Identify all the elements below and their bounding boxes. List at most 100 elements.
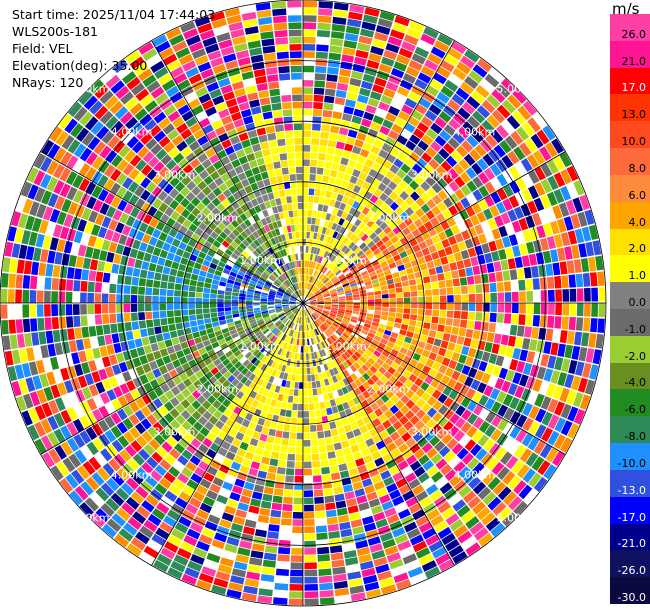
velocity-gate xyxy=(288,29,302,37)
velocity-gate xyxy=(313,288,319,294)
velocity-gate xyxy=(303,0,318,8)
velocity-gate xyxy=(310,300,317,302)
velocity-gate xyxy=(467,115,481,129)
velocity-gate xyxy=(498,345,507,356)
velocity-gate xyxy=(329,290,337,294)
velocity-gate xyxy=(303,130,312,138)
velocity-gate xyxy=(483,208,493,220)
velocity-gate xyxy=(463,153,476,166)
velocity-gate xyxy=(363,260,371,267)
velocity-gate xyxy=(504,292,512,302)
velocity-gate xyxy=(590,272,598,287)
velocity-gate xyxy=(278,73,291,81)
range-ring-label: 5.00km xyxy=(497,83,539,96)
velocity-gate xyxy=(316,297,324,300)
velocity-gate xyxy=(310,268,314,276)
velocity-gate xyxy=(356,280,364,285)
velocity-gate xyxy=(350,224,358,233)
velocity-gate xyxy=(204,282,212,289)
velocity-gate xyxy=(310,145,319,153)
velocity-gate xyxy=(407,116,420,127)
velocity-gate xyxy=(450,41,467,55)
velocity-gate xyxy=(257,514,270,524)
velocity-gate xyxy=(289,36,302,44)
velocity-gate xyxy=(358,35,373,45)
velocity-gate xyxy=(346,431,355,440)
velocity-gate xyxy=(375,252,384,260)
velocity-gate xyxy=(402,313,410,320)
velocity-gate xyxy=(508,195,520,208)
velocity-gate xyxy=(282,174,290,182)
velocity-gate xyxy=(306,275,309,282)
velocity-gate xyxy=(349,122,360,132)
velocity-gate xyxy=(489,282,497,293)
velocity-gate xyxy=(319,590,334,598)
velocity-gate xyxy=(343,106,355,115)
velocity-gate xyxy=(340,157,349,166)
velocity-gate xyxy=(532,278,540,290)
velocity-gate xyxy=(355,178,365,187)
velocity-gate xyxy=(311,130,321,138)
velocity-gate xyxy=(375,155,385,166)
velocity-gate xyxy=(332,239,339,247)
velocity-gate xyxy=(280,518,292,526)
velocity-gate xyxy=(318,438,326,446)
velocity-gate xyxy=(528,185,539,200)
velocity-gate xyxy=(316,44,329,52)
velocity-gate xyxy=(138,312,146,321)
velocity-gate xyxy=(74,268,82,280)
velocity-gate xyxy=(297,411,303,418)
velocity-gate xyxy=(424,315,432,323)
velocity-gate xyxy=(47,343,56,357)
velocity-gate xyxy=(546,191,558,206)
velocity-gate xyxy=(431,205,442,216)
velocity-gate xyxy=(203,313,211,319)
velocity-gate xyxy=(413,218,423,228)
velocity-gate xyxy=(576,288,584,302)
velocity-gate xyxy=(417,72,432,84)
velocity-gate xyxy=(59,266,68,279)
velocity-gate xyxy=(484,342,493,353)
velocity-gate xyxy=(371,213,380,223)
velocity-gate xyxy=(393,158,404,169)
velocity-gate xyxy=(511,291,519,302)
velocity-gate xyxy=(303,267,305,275)
velocity-gate xyxy=(318,256,323,264)
velocity-gate xyxy=(557,343,566,357)
velocity-gate xyxy=(132,329,141,339)
velocity-gate xyxy=(136,346,146,357)
velocity-gate xyxy=(364,237,372,245)
velocity-gate xyxy=(304,569,318,577)
velocity-gate xyxy=(148,262,157,272)
velocity-gate xyxy=(418,169,430,180)
velocity-gate xyxy=(286,145,295,153)
velocity-gate xyxy=(382,265,390,272)
velocity-gate xyxy=(421,247,430,256)
velocity-gate xyxy=(400,163,411,174)
velocity-gate xyxy=(461,303,469,311)
velocity-gate xyxy=(408,279,417,286)
velocity-gate xyxy=(393,277,401,283)
velocity-gate xyxy=(403,297,411,303)
velocity-gate xyxy=(353,270,361,277)
velocity-gate xyxy=(289,44,302,51)
field-name: Field: VEL xyxy=(12,41,73,56)
velocity-gate xyxy=(320,408,327,417)
velocity-gate xyxy=(496,124,509,139)
velocity-gate xyxy=(496,173,508,187)
velocity-gate xyxy=(481,273,489,284)
velocity-gate xyxy=(40,249,49,263)
velocity-gate xyxy=(331,192,338,200)
velocity-gate xyxy=(166,346,175,355)
velocity-gate xyxy=(327,139,337,148)
velocity-gate xyxy=(394,216,403,226)
velocity-gate xyxy=(472,265,481,275)
velocity-gate xyxy=(0,288,8,303)
velocity-gate xyxy=(342,47,356,56)
velocity-gate xyxy=(123,303,131,313)
velocity-gate xyxy=(385,43,400,54)
velocity-gate xyxy=(548,303,555,315)
velocity-gate xyxy=(312,210,318,218)
colorbar-tick-label: 17.0 xyxy=(621,81,647,95)
velocity-gate xyxy=(321,212,327,220)
